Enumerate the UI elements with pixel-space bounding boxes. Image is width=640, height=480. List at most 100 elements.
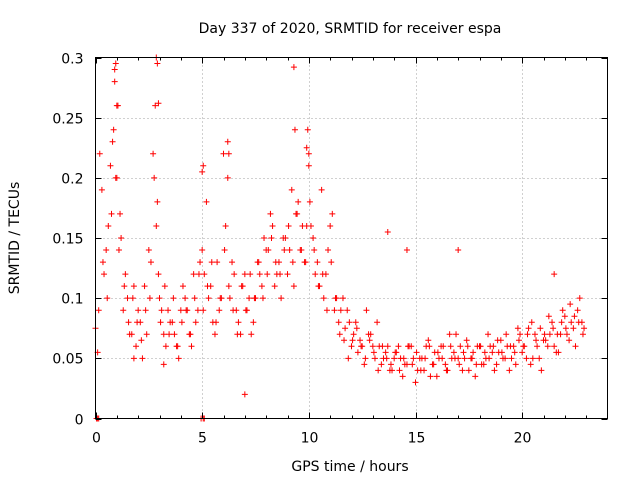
data-point xyxy=(234,331,241,338)
data-point xyxy=(261,235,268,241)
data-point xyxy=(304,126,311,133)
data-point xyxy=(188,343,195,350)
data-point xyxy=(166,331,173,338)
data-point xyxy=(130,355,137,362)
data-point xyxy=(225,150,232,157)
data-point xyxy=(370,349,377,356)
data-point xyxy=(459,367,466,374)
data-point xyxy=(413,349,420,356)
data-point xyxy=(551,271,558,278)
data-point xyxy=(161,283,168,290)
data-point xyxy=(155,100,162,107)
data-point xyxy=(155,271,162,278)
data-point xyxy=(416,355,423,362)
data-point xyxy=(178,319,185,326)
data-point xyxy=(451,355,458,362)
data-point xyxy=(531,331,538,338)
data-point xyxy=(113,102,120,109)
data-point xyxy=(460,349,467,356)
data-point xyxy=(298,247,305,254)
data-point xyxy=(108,210,115,217)
chart-title: Day 337 of 2020, SRMTID for receiver esp… xyxy=(199,21,502,37)
data-point xyxy=(439,355,446,362)
data-point xyxy=(325,247,332,254)
data-point xyxy=(214,259,221,266)
data-point xyxy=(124,295,131,302)
data-point xyxy=(412,379,419,386)
data-point xyxy=(481,349,488,356)
data-point xyxy=(138,337,145,344)
data-point xyxy=(235,319,242,326)
data-point xyxy=(251,295,258,302)
data-point xyxy=(344,307,351,314)
data-point xyxy=(375,367,382,374)
data-point xyxy=(195,271,202,278)
data-point xyxy=(146,295,153,302)
data-point xyxy=(463,337,470,344)
data-point xyxy=(387,361,394,368)
data-point xyxy=(574,307,581,314)
data-point xyxy=(284,271,291,278)
data-point xyxy=(226,295,233,302)
data-points xyxy=(92,54,588,422)
data-point xyxy=(456,361,463,368)
data-point xyxy=(559,307,566,314)
data-point xyxy=(339,295,346,302)
data-point xyxy=(541,331,548,338)
data-point xyxy=(579,331,586,338)
data-point xyxy=(545,313,552,320)
data-point xyxy=(157,319,164,326)
x-tick-label: 10 xyxy=(301,431,319,447)
data-point xyxy=(575,319,582,326)
data-point xyxy=(101,271,108,278)
data-point xyxy=(537,325,544,332)
data-point xyxy=(151,174,158,181)
data-point xyxy=(165,307,172,314)
data-point xyxy=(225,283,232,290)
data-point xyxy=(103,247,110,254)
data-point xyxy=(570,325,577,332)
data-point xyxy=(410,355,417,362)
data-point xyxy=(426,343,433,350)
data-point xyxy=(125,319,132,326)
data-point xyxy=(405,343,412,350)
data-point xyxy=(171,331,178,338)
data-point xyxy=(417,367,424,374)
data-point xyxy=(96,150,103,157)
data-point xyxy=(122,271,129,278)
data-point xyxy=(323,307,330,314)
data-point xyxy=(438,343,445,350)
data-point xyxy=(450,349,457,356)
data-point xyxy=(238,283,245,290)
data-point xyxy=(241,271,248,278)
data-point xyxy=(142,307,149,314)
data-point xyxy=(290,283,297,290)
data-point xyxy=(269,222,276,229)
data-point xyxy=(473,361,480,368)
data-point xyxy=(409,361,416,368)
data-point xyxy=(134,319,141,326)
data-point xyxy=(130,283,137,290)
data-point xyxy=(111,78,118,85)
data-point xyxy=(361,361,368,368)
data-point xyxy=(139,355,146,362)
data-point xyxy=(318,186,325,193)
data-point xyxy=(306,198,313,205)
data-point xyxy=(177,307,184,314)
x-tick-label: 0 xyxy=(92,431,101,447)
data-point xyxy=(391,355,398,362)
data-point xyxy=(305,150,312,157)
data-point xyxy=(259,295,266,302)
x-tick-label: 5 xyxy=(198,431,207,447)
data-point xyxy=(434,349,441,356)
y-axis-label: SRMTID / TECUs xyxy=(7,182,23,295)
data-point xyxy=(561,313,568,320)
data-point xyxy=(503,331,510,338)
data-point xyxy=(224,138,231,145)
data-point xyxy=(305,162,312,169)
data-point xyxy=(477,343,484,350)
data-point xyxy=(551,343,558,350)
data-point xyxy=(320,295,327,302)
data-point xyxy=(553,349,560,356)
